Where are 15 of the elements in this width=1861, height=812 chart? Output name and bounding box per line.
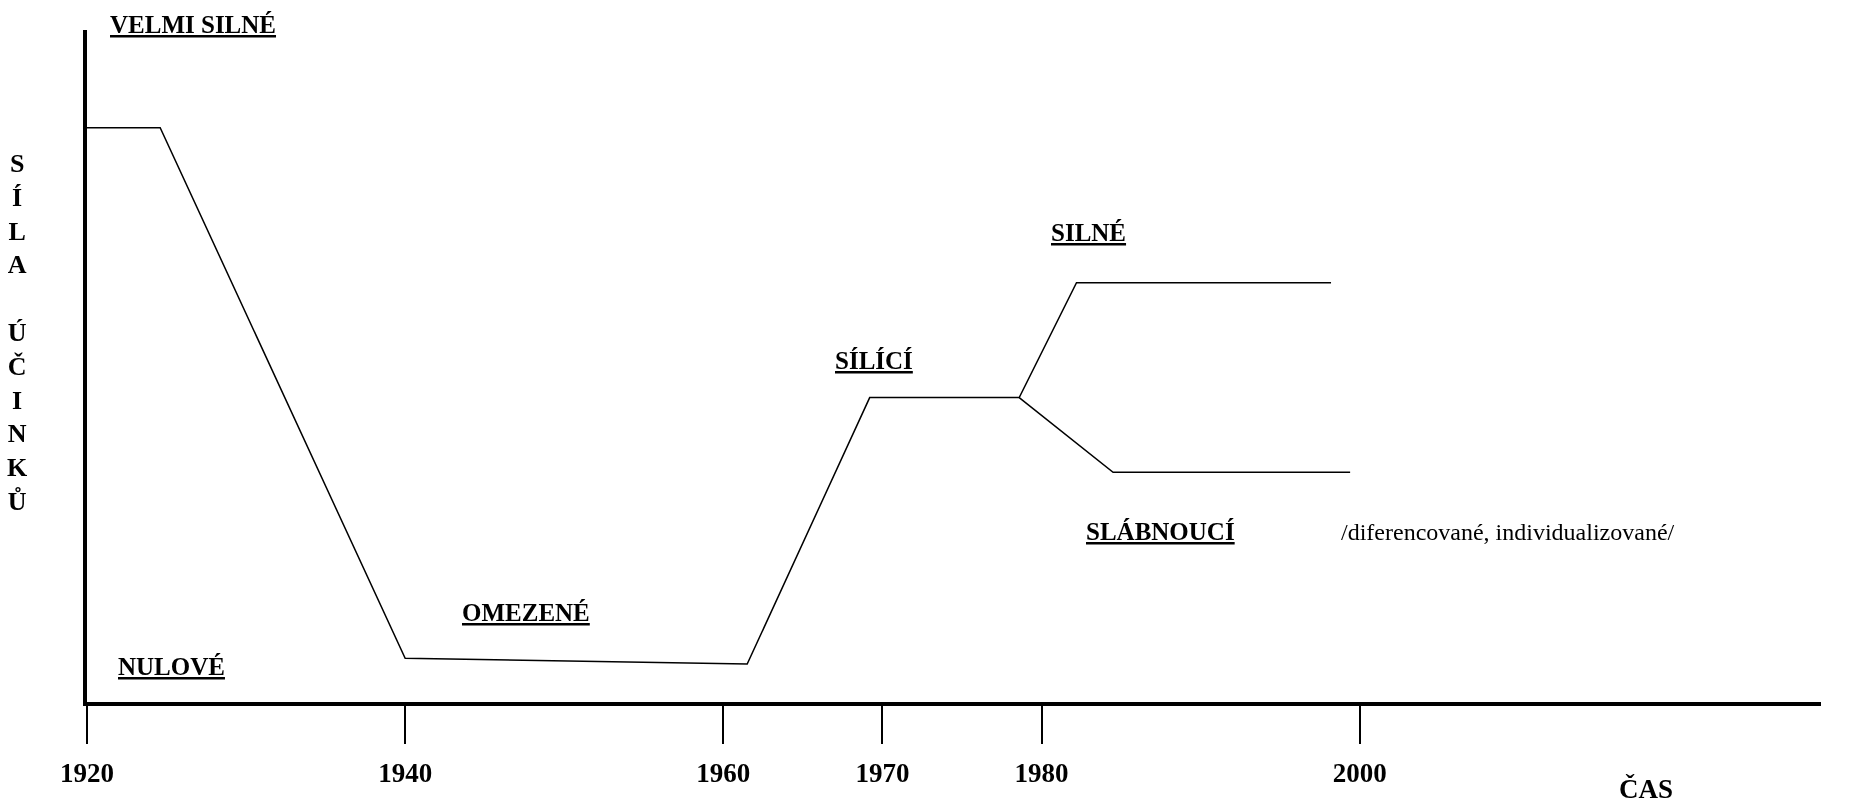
text: VELMI SILNÉ (110, 11, 277, 38)
annotation: OMEZENÉ (462, 599, 590, 626)
x-axis-title: ČAS (1619, 774, 1674, 804)
x-tick-label: 1960 (696, 758, 751, 789)
x-tick-label: 1980 (1014, 758, 1069, 789)
x-tick-label: 1940 (378, 758, 433, 789)
annotation: SILNÉ (1051, 219, 1127, 246)
annotation: SLÁBNOUCÍ (1086, 518, 1235, 545)
text: SÍLA ÚČINKŮ (7, 149, 28, 516)
annotation: /diferencované, individualizované/ (1341, 519, 1675, 545)
x-tick-label: 1970 (855, 758, 910, 789)
x-tick-label: 1920 (60, 758, 114, 789)
annotation: SÍLÍCÍ (835, 347, 913, 374)
annotation: NULOVÉ (118, 653, 225, 680)
x-tick-label: 2000 (1332, 758, 1387, 789)
